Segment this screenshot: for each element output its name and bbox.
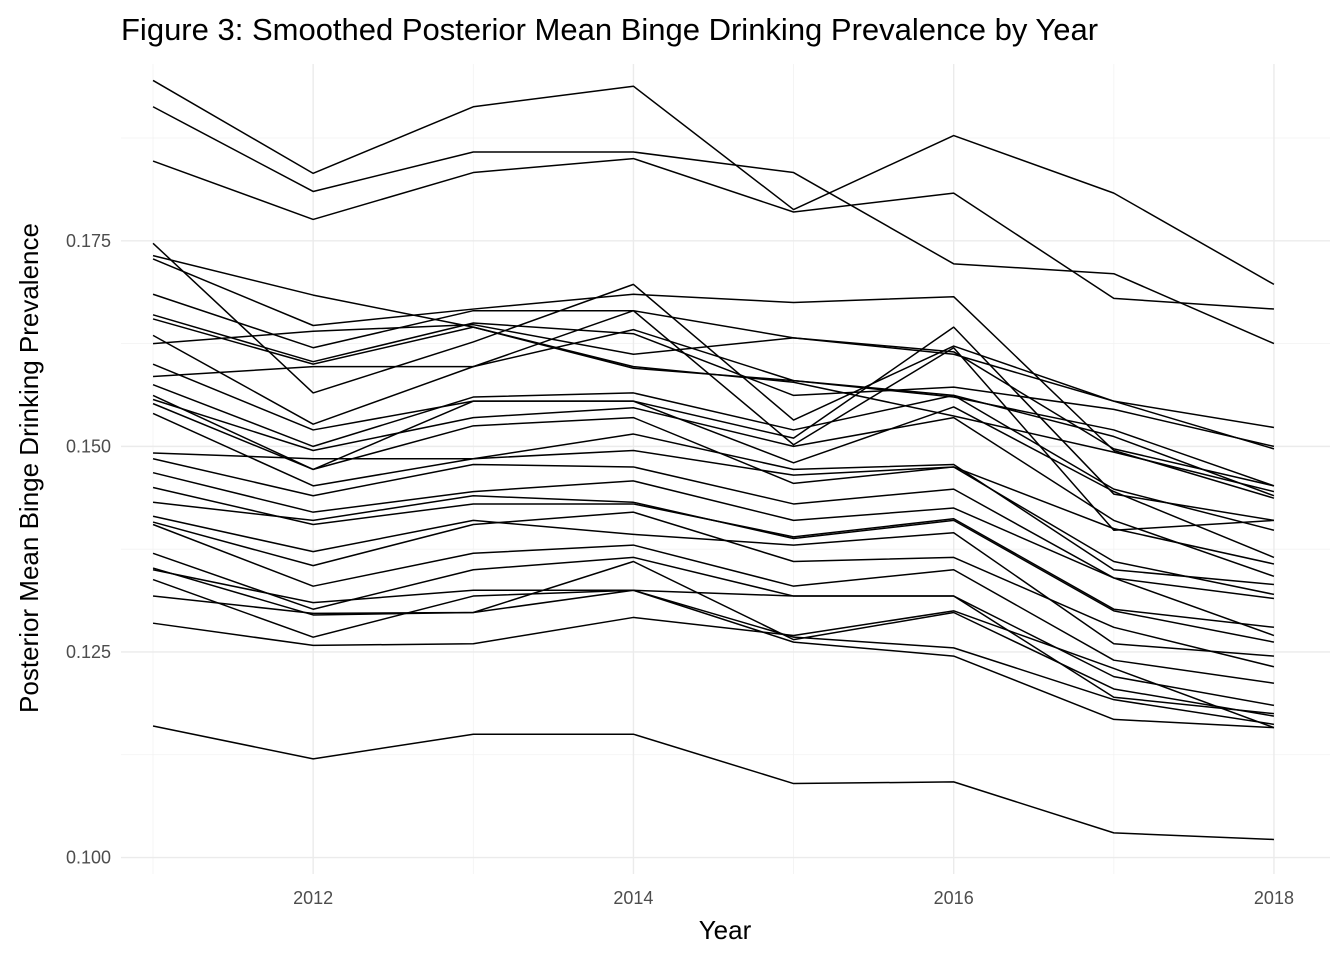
series-line-30 xyxy=(152,578,1275,726)
series-line-8 xyxy=(152,314,1275,448)
series-line-33 xyxy=(152,725,1274,841)
y-tick-label: 0.100 xyxy=(66,848,111,868)
y-axis-title: Posterior Mean Binge Drinking Prevalence xyxy=(14,223,44,713)
series-line-31 xyxy=(152,589,1274,729)
series-line-28 xyxy=(152,560,1275,717)
series-line-5 xyxy=(152,254,1275,493)
chart-title: Figure 3: Smoothed Posterior Mean Binge … xyxy=(121,12,1098,47)
series-line-13 xyxy=(152,309,1274,532)
series-line-7 xyxy=(152,293,1275,429)
series-line-21 xyxy=(152,471,1275,637)
x-tick-label: 2018 xyxy=(1254,888,1294,908)
series-line-11 xyxy=(152,323,1275,487)
y-tick-label: 0.150 xyxy=(66,436,111,456)
series-line-26 xyxy=(152,523,1275,684)
series-line-17 xyxy=(152,402,1275,565)
series-line-20 xyxy=(152,457,1275,600)
x-tick-label: 2012 xyxy=(293,888,333,908)
series-line-27 xyxy=(152,552,1275,707)
x-tick-label: 2014 xyxy=(613,888,653,908)
y-tick-label: 0.125 xyxy=(66,642,111,662)
series-line-24 xyxy=(152,515,1275,657)
series-line-18 xyxy=(152,412,1275,586)
y-axis-ticks: 0.100 0.125 0.150 0.175 xyxy=(66,231,111,868)
series-line-10 xyxy=(152,328,1275,497)
x-axis-title: Year xyxy=(699,915,752,945)
series-line-25 xyxy=(152,511,1275,668)
series-line-14 xyxy=(152,384,1275,531)
series-line-19 xyxy=(153,449,1275,596)
x-axis-ticks: 2012 2014 2016 2018 xyxy=(293,888,1294,908)
y-tick-label: 0.175 xyxy=(66,231,111,251)
x-tick-label: 2016 xyxy=(934,888,974,908)
series-line-2 xyxy=(152,106,1275,345)
series-line-4 xyxy=(152,242,1275,450)
series-line-3 xyxy=(152,157,1274,310)
series-line-23 xyxy=(152,494,1275,643)
series-lines xyxy=(152,79,1275,841)
series-line-16 xyxy=(152,398,1275,578)
series-line-12 xyxy=(152,326,1275,522)
series-line-1 xyxy=(152,79,1275,286)
series-line-32 xyxy=(152,610,1275,729)
series-line-29 xyxy=(152,569,1275,715)
series-line-9 xyxy=(152,318,1275,487)
